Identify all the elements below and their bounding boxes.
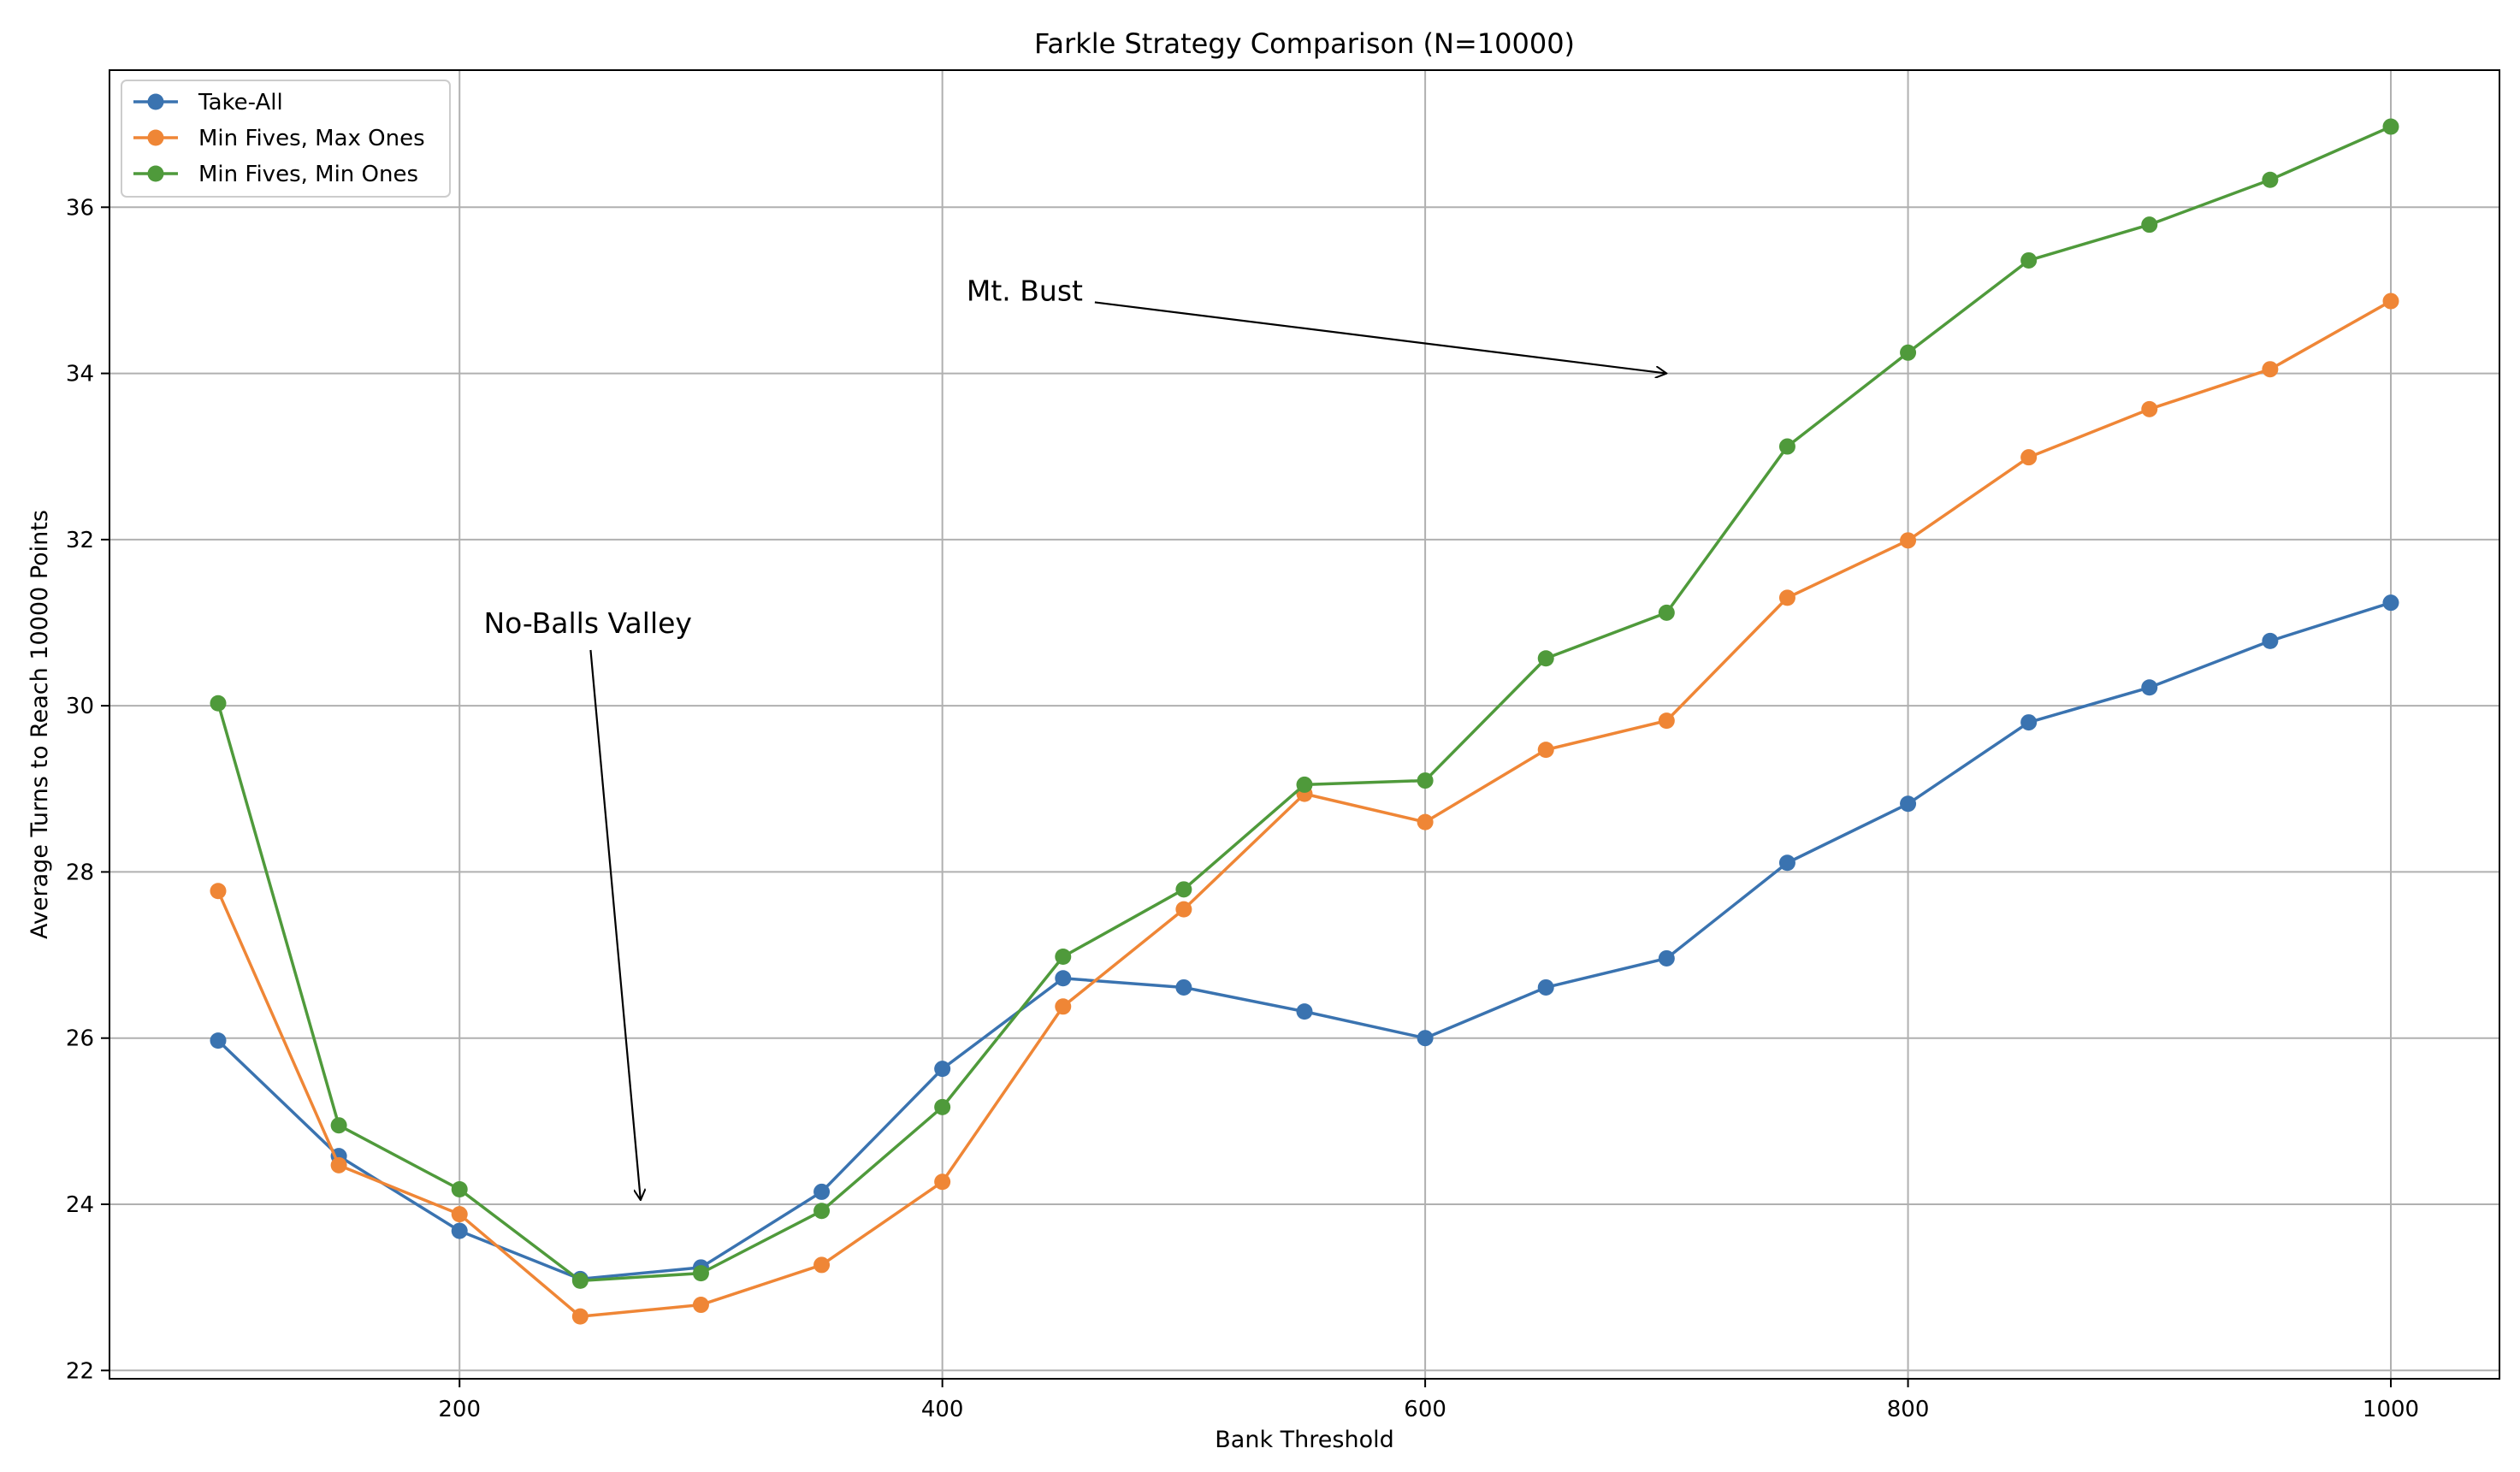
x-tick-label: 200 — [438, 1397, 481, 1422]
data-point — [2262, 632, 2279, 649]
y-tick-label: 24 — [66, 1192, 94, 1218]
x-tick-label: 600 — [1404, 1397, 1446, 1422]
y-tick-label: 32 — [66, 528, 94, 553]
legend: Take-All Min Fives, Max Ones Min Fives, Mi… — [121, 80, 451, 198]
grid — [109, 70, 2499, 1379]
data-point — [1658, 712, 1675, 730]
annotation-arrow — [589, 649, 640, 1200]
legend-marker — [147, 93, 164, 110]
legend-label: Min Fives, Min Ones — [198, 162, 418, 187]
data-point — [2020, 449, 2038, 466]
data-point — [1296, 1003, 1313, 1020]
legend-box — [121, 80, 451, 198]
data-point — [1900, 344, 1917, 361]
data-point — [2141, 216, 2158, 234]
data-point — [451, 1222, 468, 1239]
data-point — [692, 1297, 709, 1314]
data-point — [571, 1308, 589, 1325]
axes — [109, 69, 2500, 1380]
data-point — [2382, 293, 2399, 310]
data-point — [1658, 949, 1675, 967]
annotations: Mt. Bust No-Balls Valley — [483, 274, 1666, 1200]
legend-marker — [147, 129, 164, 146]
data-point — [934, 1061, 951, 1078]
data-point — [1055, 949, 1072, 966]
data-point — [692, 1265, 709, 1282]
legend-marker — [147, 165, 164, 182]
y-axis-label: Average Turns to Reach 10000 Points — [27, 510, 53, 939]
data-point — [1537, 650, 1554, 667]
x-tick-label: 1000 — [2363, 1397, 2419, 1422]
data-point — [330, 1156, 347, 1173]
data-point — [1055, 970, 1072, 987]
ticks: 200 400 600 800 1000 22 24 26 28 30 32 34 36 — [66, 195, 2419, 1422]
data-point — [1658, 604, 1675, 621]
data-point — [1417, 1030, 1434, 1047]
data-point — [1900, 795, 1917, 813]
data-point — [1537, 978, 1554, 996]
data-point — [1778, 438, 1795, 455]
data-point — [1175, 978, 1192, 996]
plot-frame — [109, 69, 2500, 1380]
data-point — [1417, 813, 1434, 831]
y-tick-label: 36 — [66, 195, 94, 221]
chart-title: Farkle Strategy Comparison (N=10000) — [1034, 27, 1575, 60]
y-tick-label: 28 — [66, 860, 94, 885]
data-point — [2382, 594, 2399, 612]
data-point — [210, 695, 227, 712]
annotation-text: Mt. Bust — [967, 274, 1083, 307]
data-point — [934, 1173, 951, 1191]
data-point — [934, 1098, 951, 1115]
data-point — [1417, 772, 1434, 789]
x-axis-label: Bank Threshold — [1215, 1427, 1393, 1453]
series-min-fives-max-ones — [210, 293, 2399, 1325]
x-tick-label: 800 — [1887, 1397, 1930, 1422]
data-point — [2020, 714, 2038, 731]
legend-item: Take-All — [133, 90, 283, 115]
data-point — [2262, 171, 2279, 188]
series-min-fives-min-ones — [210, 118, 2399, 1289]
legend-item: Min Fives, Min Ones — [133, 162, 418, 187]
data-point — [451, 1206, 468, 1223]
data-point — [2262, 361, 2279, 378]
series-layer — [210, 118, 2399, 1325]
legend-label: Min Fives, Max Ones — [198, 126, 425, 151]
data-point — [1778, 854, 1795, 872]
y-tick-label: 30 — [66, 694, 94, 719]
data-point — [2382, 118, 2399, 135]
data-point — [1055, 998, 1072, 1015]
data-point — [571, 1272, 589, 1289]
data-point — [1900, 532, 1917, 549]
data-point — [210, 1032, 227, 1049]
data-point — [2141, 679, 2158, 696]
data-point — [330, 1117, 347, 1134]
x-tick-label: 400 — [921, 1397, 964, 1422]
y-tick-label: 26 — [66, 1026, 94, 1052]
annotation-arrow — [1094, 301, 1666, 373]
data-point — [813, 1183, 831, 1200]
data-point — [813, 1256, 831, 1274]
data-point — [2141, 400, 2158, 417]
data-point — [1537, 742, 1554, 759]
data-point — [813, 1203, 831, 1220]
y-tick-label: 34 — [66, 362, 94, 387]
legend-item: Min Fives, Max Ones — [133, 126, 425, 151]
data-point — [1175, 881, 1192, 898]
legend-label: Take-All — [198, 90, 283, 115]
data-point — [2020, 251, 2038, 269]
data-point — [1175, 901, 1192, 918]
data-point — [1778, 589, 1795, 606]
annotation-text: No-Balls Valley — [483, 606, 692, 640]
data-point — [210, 883, 227, 900]
data-point — [1296, 776, 1313, 793]
data-point — [451, 1181, 468, 1198]
y-tick-label: 22 — [66, 1358, 94, 1384]
